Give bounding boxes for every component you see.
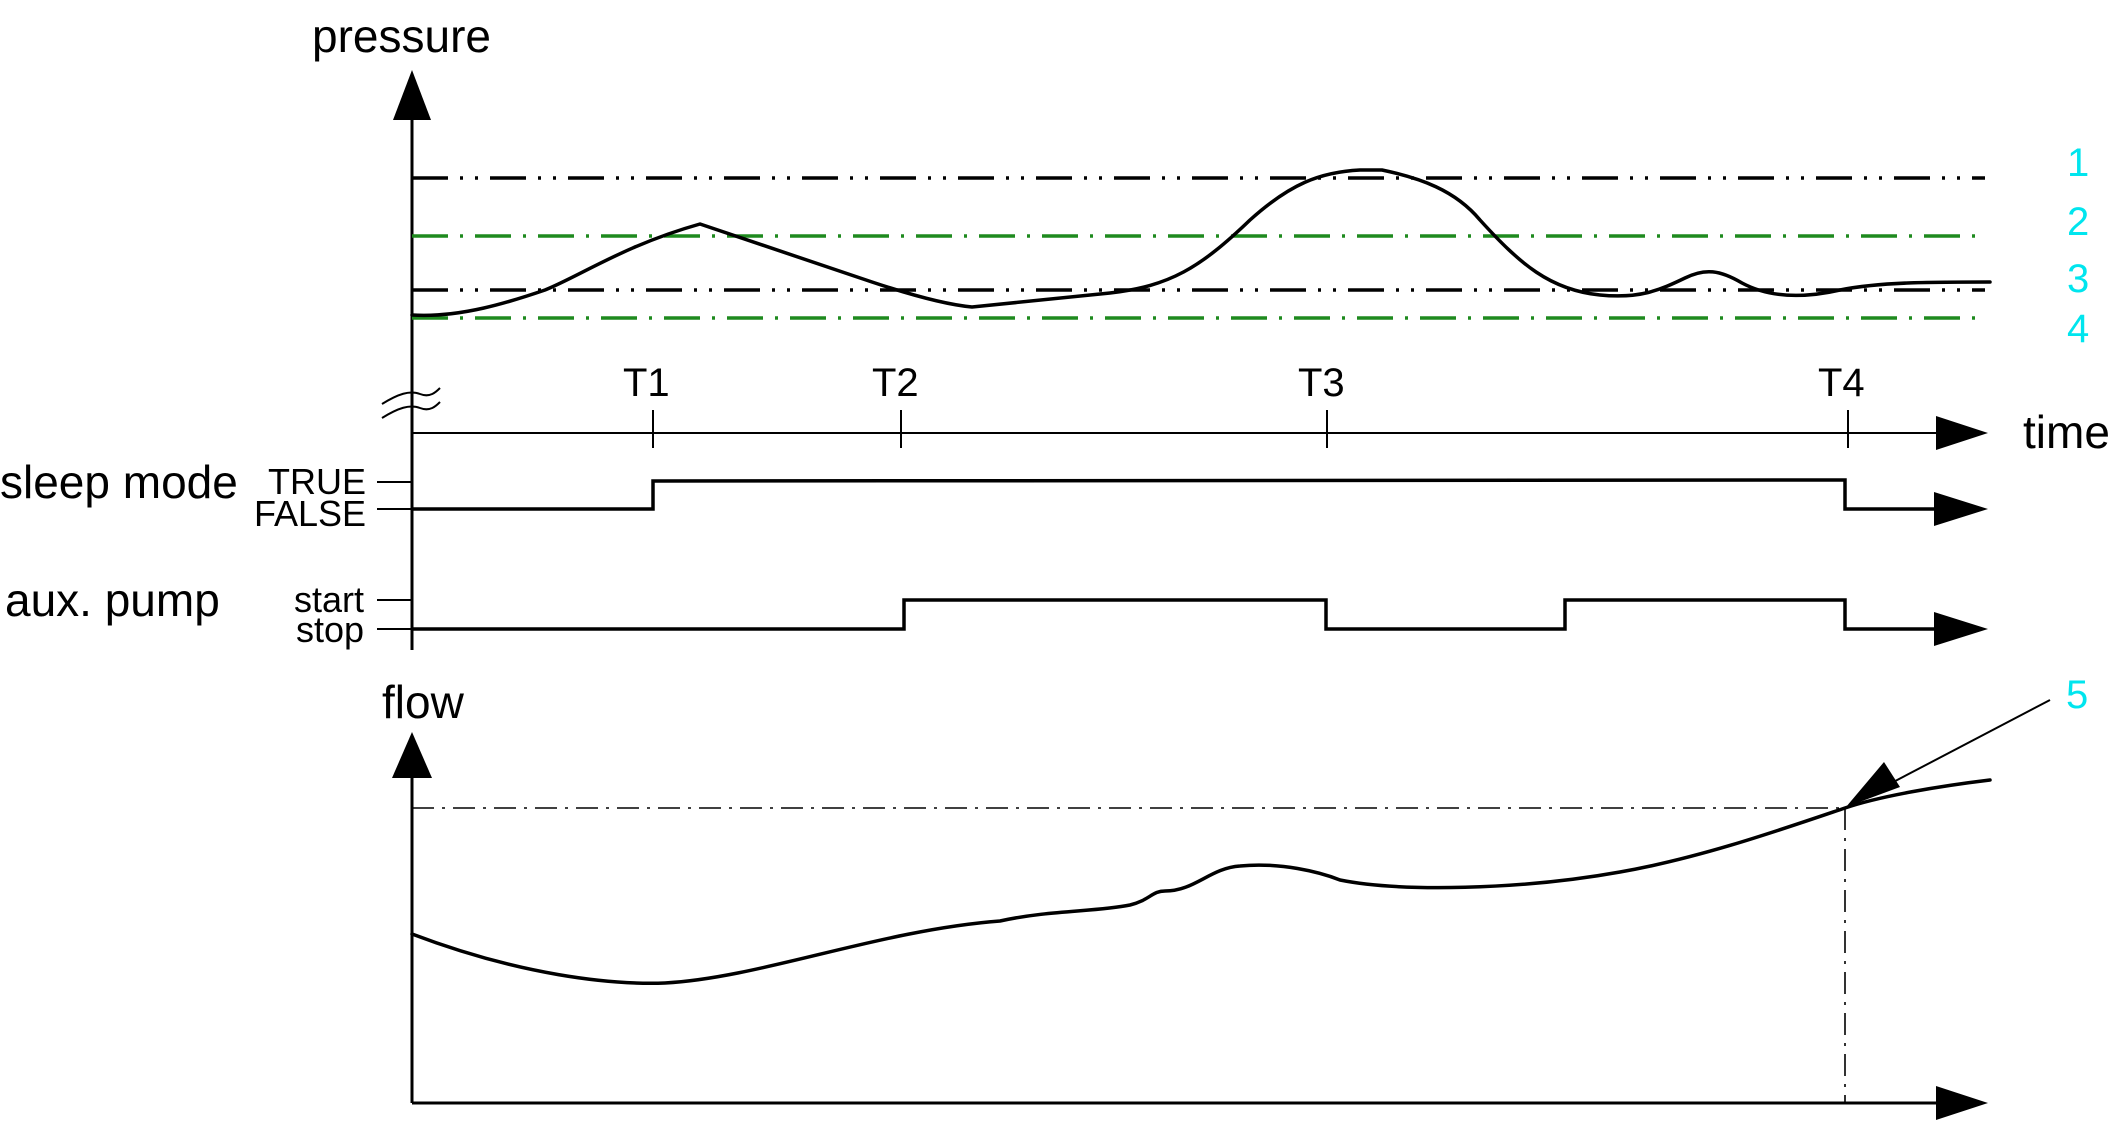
pump-stop-label: stop xyxy=(296,609,364,650)
aux-pump-signal xyxy=(412,598,1940,631)
t3-label: T3 xyxy=(1298,361,1345,405)
callout-1: 1 xyxy=(2067,141,2089,185)
time-axis-arrow xyxy=(1936,416,1988,450)
pressure-curve xyxy=(410,168,1992,318)
flow-axis-arrow xyxy=(392,732,432,778)
sleep-mode-signal xyxy=(412,478,1940,511)
flow-time-axis-arrow xyxy=(1936,1086,1988,1120)
callout-5-leader xyxy=(1879,699,2051,790)
aux-pump-arrow xyxy=(1934,612,1988,646)
sleep-true-label: TRUE xyxy=(268,461,366,502)
t4-label: T4 xyxy=(1818,361,1865,405)
sleep-mode-label: sleep mode xyxy=(0,456,238,508)
pressure-axis-arrow xyxy=(393,70,431,120)
callout-3: 3 xyxy=(2067,257,2089,301)
t1-label: T1 xyxy=(623,361,670,405)
sleep-mode-arrow xyxy=(1934,492,1988,526)
t2-label: T2 xyxy=(872,361,919,405)
callout-5-arrowhead xyxy=(1846,762,1900,807)
axis-break-symbol xyxy=(381,387,441,419)
aux-pump-label: aux. pump xyxy=(5,574,220,626)
time-axis-label: time xyxy=(2023,406,2110,458)
flow-axis-label: flow xyxy=(382,676,465,728)
callout-4: 4 xyxy=(2067,307,2089,351)
flow-curve xyxy=(410,778,1992,985)
sleep-false-label: FALSE xyxy=(254,493,366,534)
pressure-axis-label: pressure xyxy=(312,10,491,62)
callout-5: 5 xyxy=(2066,673,2088,717)
callout-2: 2 xyxy=(2067,200,2089,244)
pump-start-label: start xyxy=(294,579,364,620)
